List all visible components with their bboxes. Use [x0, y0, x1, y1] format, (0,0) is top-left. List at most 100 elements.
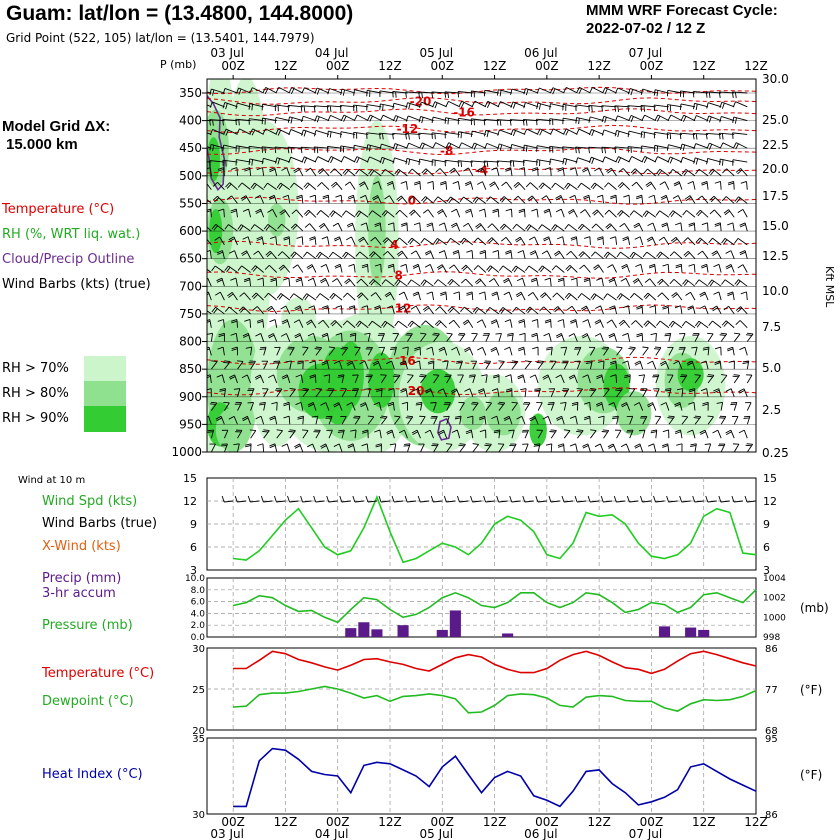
- wind-barb: [639, 443, 644, 452]
- wind-barb: [420, 333, 427, 342]
- wind-barb-flag: [510, 101, 514, 108]
- wind-barb: [237, 430, 243, 439]
- precip-bar: [371, 629, 383, 637]
- isotherm-line: [207, 124, 756, 134]
- wind-barb: [285, 305, 291, 315]
- wind-barb: [680, 132, 696, 135]
- surface-wind-barb-flag: [496, 495, 500, 503]
- wind-barb: [628, 195, 631, 204]
- wind-barb-flag: [594, 167, 600, 172]
- wind-barb-flag: [612, 415, 619, 418]
- wind-barb-flag: [418, 133, 420, 140]
- wind-barb-flag: [531, 279, 538, 283]
- wind-barb: [457, 181, 461, 190]
- wind-barb-flag: [425, 388, 431, 392]
- wind-barb: [405, 91, 421, 94]
- wind-barb: [526, 128, 539, 135]
- wind-barb-flag: [719, 101, 723, 108]
- wind-barb-flag: [582, 168, 589, 173]
- wind-barb: [640, 264, 644, 273]
- wind-barb-flag: [384, 195, 390, 200]
- wind-barb: [555, 182, 565, 191]
- wind-barb-flag: [739, 251, 746, 256]
- time-tick-bottom: 12Z: [692, 815, 716, 829]
- wind-barb: [607, 251, 617, 260]
- wind-barb-flag: [727, 293, 734, 297]
- wind-barb-flag: [392, 115, 397, 122]
- wind-barb: [484, 89, 500, 94]
- wind-barb: [288, 278, 291, 287]
- wind-barb-flag: [593, 264, 599, 269]
- wind-barb-flag: [681, 320, 687, 327]
- wind-barb: [421, 101, 434, 108]
- wind-barb: [689, 195, 696, 204]
- wind-barb: [395, 115, 408, 122]
- wind-barb-flag: [598, 360, 605, 363]
- wind-barb-flag: [383, 322, 388, 328]
- wind-barb: [417, 291, 421, 301]
- date-label-bottom: 06 Jul: [524, 827, 558, 840]
- wind-barb-flag: [488, 278, 495, 283]
- wind-barb-flag: [374, 305, 381, 309]
- wind-barb-flag: [410, 250, 417, 255]
- wind-barb-flag: [739, 389, 745, 394]
- wind-barb-flag: [708, 91, 711, 99]
- wind-barb: [574, 167, 578, 176]
- wind-barb: [420, 116, 434, 122]
- wind-barb-flag: [498, 307, 504, 313]
- wind-barb-flag: [594, 333, 601, 337]
- date-label-top: 05 Jul: [420, 46, 454, 60]
- wind-barb: [263, 402, 266, 411]
- surface-wind-barb: [328, 500, 338, 503]
- wind-barb-flag: [437, 265, 444, 270]
- wind-barb: [616, 130, 630, 135]
- isotherm-label: -8: [440, 144, 453, 158]
- wind-barb-flag: [738, 388, 745, 392]
- wind-barb-flag: [476, 319, 483, 324]
- wind-barb-flag: [322, 306, 329, 310]
- wind-barb: [209, 374, 212, 384]
- wind-barb-flag: [427, 180, 434, 184]
- wind-barb: [484, 160, 499, 163]
- wind-barb-flag: [579, 252, 585, 258]
- wind-barb-flag: [700, 431, 706, 435]
- wind-barb: [576, 347, 582, 356]
- wind-barb-flag: [448, 197, 453, 204]
- wind-barb-flag: [348, 263, 355, 267]
- wind-barb: [379, 429, 382, 439]
- wind-barb-flag: [440, 293, 447, 296]
- wind-barb-flag: [714, 360, 721, 364]
- wind-barb-flag: [723, 305, 729, 311]
- wind-barb-flag: [433, 332, 440, 335]
- wind-barb: [614, 146, 630, 149]
- wind-barb: [562, 117, 578, 122]
- wind-barb-flag: [398, 429, 405, 434]
- wind-barb: [356, 156, 369, 163]
- wind-barb-flag: [665, 388, 672, 390]
- wind-barb-flag: [361, 443, 368, 447]
- wind-barb-flag: [425, 389, 432, 394]
- wind-barb: [712, 320, 722, 329]
- wind-barb: [667, 264, 670, 273]
- legend-temperature: Temperature (°C): [2, 202, 115, 217]
- wind-barb-flag: [721, 102, 725, 109]
- heat-index-tick-right: 86: [765, 810, 778, 821]
- wind-barb: [404, 429, 408, 439]
- wind-barb-flag: [618, 319, 624, 325]
- wind-barb: [647, 292, 657, 301]
- wind-barb-flag: [667, 417, 674, 419]
- wind-barb: [668, 374, 674, 384]
- wind-barb-flag: [359, 402, 366, 406]
- wind-barb-flag: [458, 101, 463, 107]
- surface-wind-barb: [550, 500, 560, 503]
- wind-barb: [525, 88, 539, 94]
- wind-barb: [267, 182, 277, 191]
- wind-barb-flag: [641, 114, 646, 121]
- wind-barb-flag: [730, 403, 737, 406]
- wind-barb-flag: [241, 374, 248, 379]
- wind-barb: [351, 402, 356, 411]
- wind-barb-flag: [464, 388, 471, 392]
- wind-barb-flag: [457, 160, 460, 167]
- wind-barb-flag: [487, 237, 493, 243]
